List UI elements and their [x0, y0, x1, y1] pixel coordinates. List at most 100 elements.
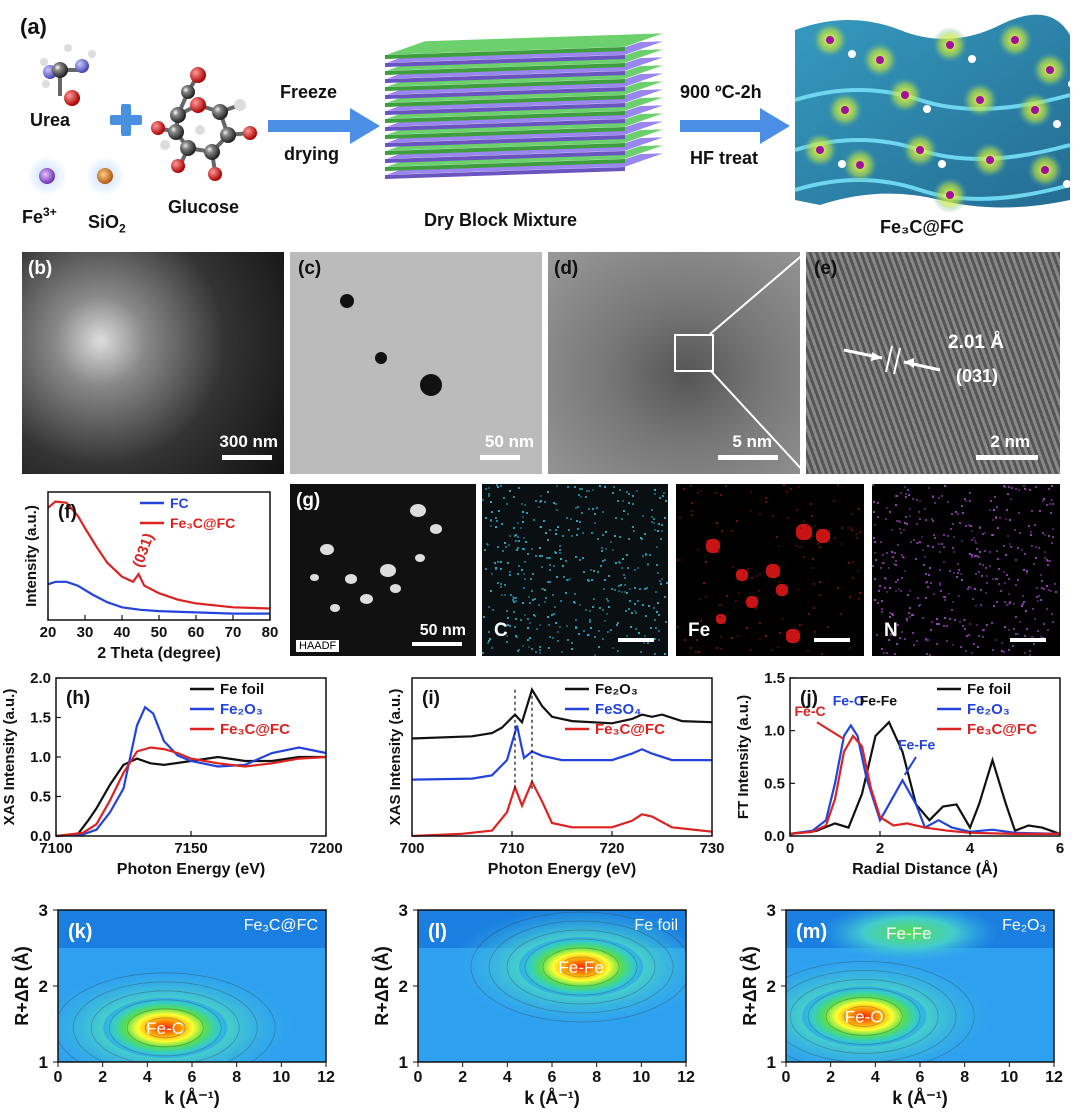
element-signal [973, 643, 975, 645]
element-signal [886, 652, 888, 654]
element-signal [909, 607, 911, 609]
fe-atom [1031, 106, 1039, 114]
element-signal [996, 550, 998, 552]
element-signal [927, 639, 929, 641]
element-signal [1017, 633, 1019, 635]
element-signal [664, 517, 666, 519]
element-signal [896, 495, 898, 497]
element-signal [891, 551, 893, 553]
layer-edge [385, 143, 625, 155]
element-signal [501, 594, 503, 596]
element-signal [610, 541, 612, 543]
element-signal [632, 526, 634, 528]
element-signal [877, 516, 879, 518]
element-signal [654, 653, 656, 655]
x-tick-label: 2 [458, 1069, 467, 1086]
element-signal [968, 524, 970, 526]
heatmap-peak [103, 997, 228, 1058]
contour-line [488, 920, 674, 1014]
panel-label-e: (e) [814, 258, 838, 279]
element-signal [691, 514, 693, 516]
element-signal [636, 490, 638, 492]
element-signal [547, 539, 549, 541]
element-signal [964, 619, 966, 621]
fe-atom [1011, 36, 1019, 44]
element-signal [897, 579, 899, 581]
element-signal [778, 545, 780, 547]
element-signal [885, 518, 887, 520]
element-signal [549, 636, 551, 638]
element-signal [983, 629, 985, 631]
panel-label: (f) [58, 502, 77, 523]
element-signal [995, 517, 997, 519]
element-signal [1035, 557, 1037, 559]
element-signal [996, 578, 998, 580]
contour-line [58, 972, 276, 1062]
element-signal [956, 576, 958, 578]
element-signal [664, 653, 666, 655]
element-signal [539, 526, 541, 528]
element-signal [929, 567, 931, 569]
element-signal [555, 533, 557, 535]
element-signal [632, 495, 634, 497]
lattice-spacing-label: 2.01 Å [948, 332, 1004, 353]
element-signal [718, 548, 720, 550]
element-signal [716, 647, 718, 649]
fe-cluster [796, 524, 812, 540]
element-signal [514, 535, 516, 537]
element-signal [957, 572, 959, 574]
eds-map-fe: Fe [676, 484, 864, 656]
element-signal [849, 647, 851, 649]
element-signal [534, 598, 536, 600]
pore [968, 55, 976, 63]
haadf-image: (g) HAADF 50 nm [290, 484, 476, 656]
element-signal [589, 619, 591, 621]
element-signal [953, 536, 955, 538]
element-signal [598, 646, 600, 648]
element-signal [790, 488, 792, 490]
element-signal [905, 516, 907, 518]
nanoparticle-3 [340, 294, 354, 308]
panel-label-c: (c) [298, 258, 322, 279]
nanoparticle-bright [345, 574, 357, 584]
element-signal [833, 500, 835, 502]
element-signal [759, 573, 761, 575]
element-signal [759, 513, 761, 515]
element-signal [1024, 488, 1026, 490]
element-signal [849, 527, 851, 529]
element-signal [975, 542, 977, 544]
element-signal [990, 500, 992, 502]
element-signal [585, 609, 587, 611]
fe3-label: Fe3+ [22, 205, 57, 227]
element-signal [655, 627, 657, 629]
element-signal [967, 588, 969, 590]
element-signal [976, 624, 978, 626]
element-signal [554, 551, 556, 553]
element-signal [594, 513, 596, 515]
element-signal [641, 538, 643, 540]
element-signal [577, 506, 579, 508]
element-signal [851, 513, 853, 515]
element-signal [1035, 546, 1037, 548]
element-signal [653, 518, 655, 520]
element-signal [587, 634, 589, 636]
element-signal [968, 586, 970, 588]
element-signal [654, 493, 656, 495]
element-signal [644, 588, 646, 590]
element-signal [615, 517, 617, 519]
element-signal [699, 598, 701, 600]
element-signal [634, 569, 636, 571]
element-signal [522, 645, 524, 647]
element-signal [1040, 636, 1042, 638]
annotation-fe-fe-2: Fe-Fe [898, 737, 936, 753]
element-signal [903, 529, 905, 531]
element-signal [523, 573, 525, 575]
element-signal [925, 519, 927, 521]
element-signal [555, 552, 557, 554]
element-signal [720, 494, 722, 496]
element-signal [894, 653, 896, 655]
element-signal [507, 562, 509, 564]
element-signal [1001, 650, 1003, 652]
element-signal [986, 575, 988, 577]
nanoparticle-bright [410, 504, 426, 517]
